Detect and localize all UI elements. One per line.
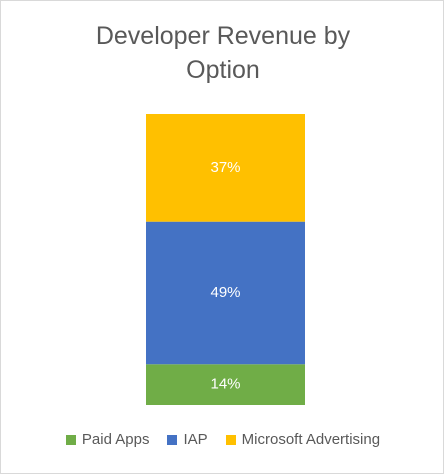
data-label-microsoft-advertising: 37% xyxy=(210,159,240,176)
bar-segment-microsoft-advertising xyxy=(146,114,305,222)
legend-item-paid-apps: Paid Apps xyxy=(65,431,150,448)
data-label-paid-apps: 14% xyxy=(210,376,240,393)
bar-segment-paid-apps xyxy=(146,364,305,405)
legend-label-microsoft-advertising: Microsoft Advertising xyxy=(241,431,381,448)
bar-segment-iap xyxy=(146,221,305,365)
legend-swatch-paid-apps xyxy=(65,434,76,445)
chart-title-line-2: Option xyxy=(186,56,260,84)
legend-item-iap: IAP xyxy=(167,431,208,448)
chart-title-line-1: Developer Revenue by xyxy=(95,22,351,50)
chart-legend: Paid Apps IAP Microsoft Advertising xyxy=(1,431,444,448)
data-label-iap: 49% xyxy=(210,284,240,301)
legend-swatch-microsoft-advertising xyxy=(225,434,236,445)
legend-swatch-iap xyxy=(167,434,178,445)
chart-title: Developer Revenue by Option xyxy=(1,19,444,87)
legend-item-microsoft-advertising: Microsoft Advertising xyxy=(225,431,381,448)
legend-label-paid-apps: Paid Apps xyxy=(81,431,150,448)
legend-label-iap: IAP xyxy=(183,431,208,448)
